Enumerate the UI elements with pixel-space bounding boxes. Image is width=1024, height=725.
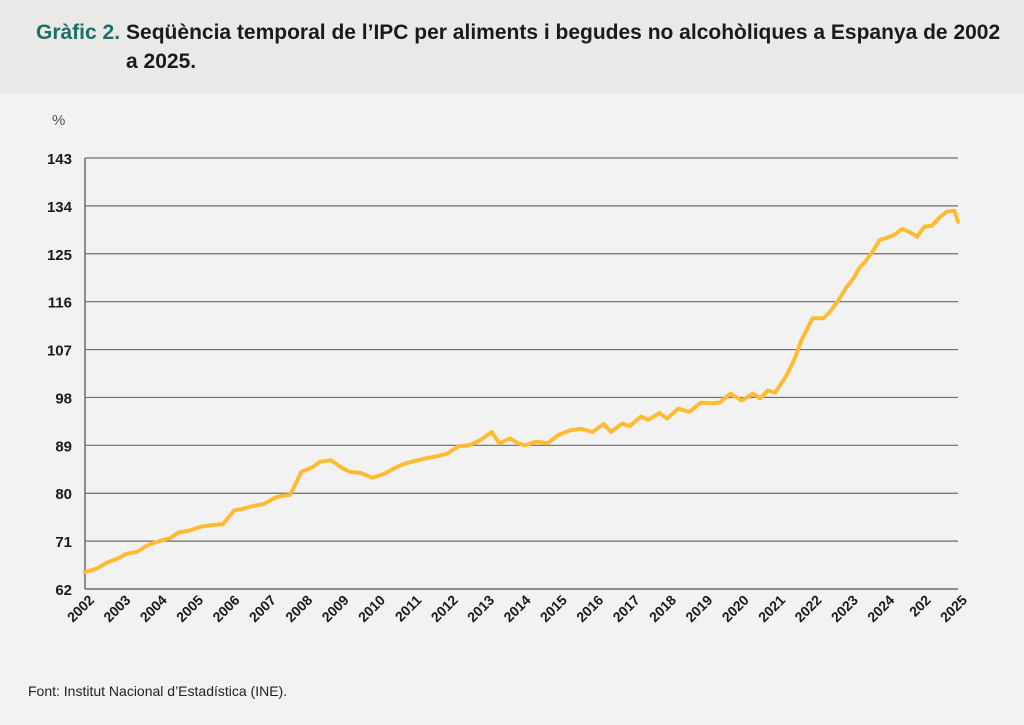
x-tick-label: 2015 xyxy=(537,592,570,625)
x-tick-label: 2017 xyxy=(609,592,642,625)
x-tick-label: 2024 xyxy=(864,592,897,625)
source-note: Font: Institut Nacional d’Estadística (I… xyxy=(28,683,288,699)
y-tick-label: 62 xyxy=(55,582,72,599)
x-tick-label: 2012 xyxy=(428,592,461,625)
y-tick-label: 89 xyxy=(55,438,72,455)
x-tick-label: 2006 xyxy=(209,592,242,625)
chart-number: Gràfic 2. xyxy=(36,21,121,44)
gridlines xyxy=(85,157,958,542)
y-tick-label: 116 xyxy=(48,295,72,312)
x-tick-label: 2009 xyxy=(318,592,351,625)
y-tick-label: 134 xyxy=(47,199,73,216)
y-axis-ticks: 62 71 80 89 98 107 116 125 134 143 xyxy=(47,151,73,599)
x-tick-label: 2018 xyxy=(646,592,679,625)
y-tick-label: 107 xyxy=(47,343,72,360)
x-tick-label: 2007 xyxy=(246,592,279,625)
series-group xyxy=(83,208,960,574)
axes xyxy=(84,158,958,590)
x-tick-label: 2011 xyxy=(392,592,425,625)
y-tick-label: 71 xyxy=(55,534,72,551)
x-tick-label: 2023 xyxy=(828,592,861,625)
y-axis-unit-label: % xyxy=(52,112,66,129)
x-tick-label: 2008 xyxy=(282,592,315,625)
x-tick-label: 2003 xyxy=(100,592,133,625)
x-tick-label: 2010 xyxy=(355,592,388,625)
series-line xyxy=(83,208,960,574)
x-tick-label: 2016 xyxy=(573,592,606,625)
y-tick-label: 80 xyxy=(55,486,72,503)
x-tick-label: 2022 xyxy=(791,592,824,625)
x-tick-label: 2005 xyxy=(173,592,206,625)
y-tick-label: 98 xyxy=(55,390,72,407)
chart-title-text: Seqüència temporal de l’IPC per aliments… xyxy=(126,21,1001,73)
x-tick-label: 2025 xyxy=(937,592,970,625)
x-tick-label: 2004 xyxy=(137,592,170,625)
x-tick-label: 2014 xyxy=(500,592,533,625)
x-tick-label: 2021 xyxy=(755,592,788,625)
y-tick-label: 125 xyxy=(47,247,72,264)
x-axis-ticks: 2002 2003 2004 2005 2006 2007 2008 2009 2010 2011… xyxy=(64,592,970,625)
x-tick-label: 202 xyxy=(906,592,934,620)
x-tick-label: 2020 xyxy=(719,592,752,625)
y-tick-label: 143 xyxy=(47,151,72,168)
x-tick-label: 2013 xyxy=(464,592,497,625)
x-tick-label: 2019 xyxy=(682,592,715,625)
chart-title: Gràfic 2. Seqüència temporal de l’IPC pe… xyxy=(36,18,1006,76)
title-band xyxy=(0,0,1024,94)
